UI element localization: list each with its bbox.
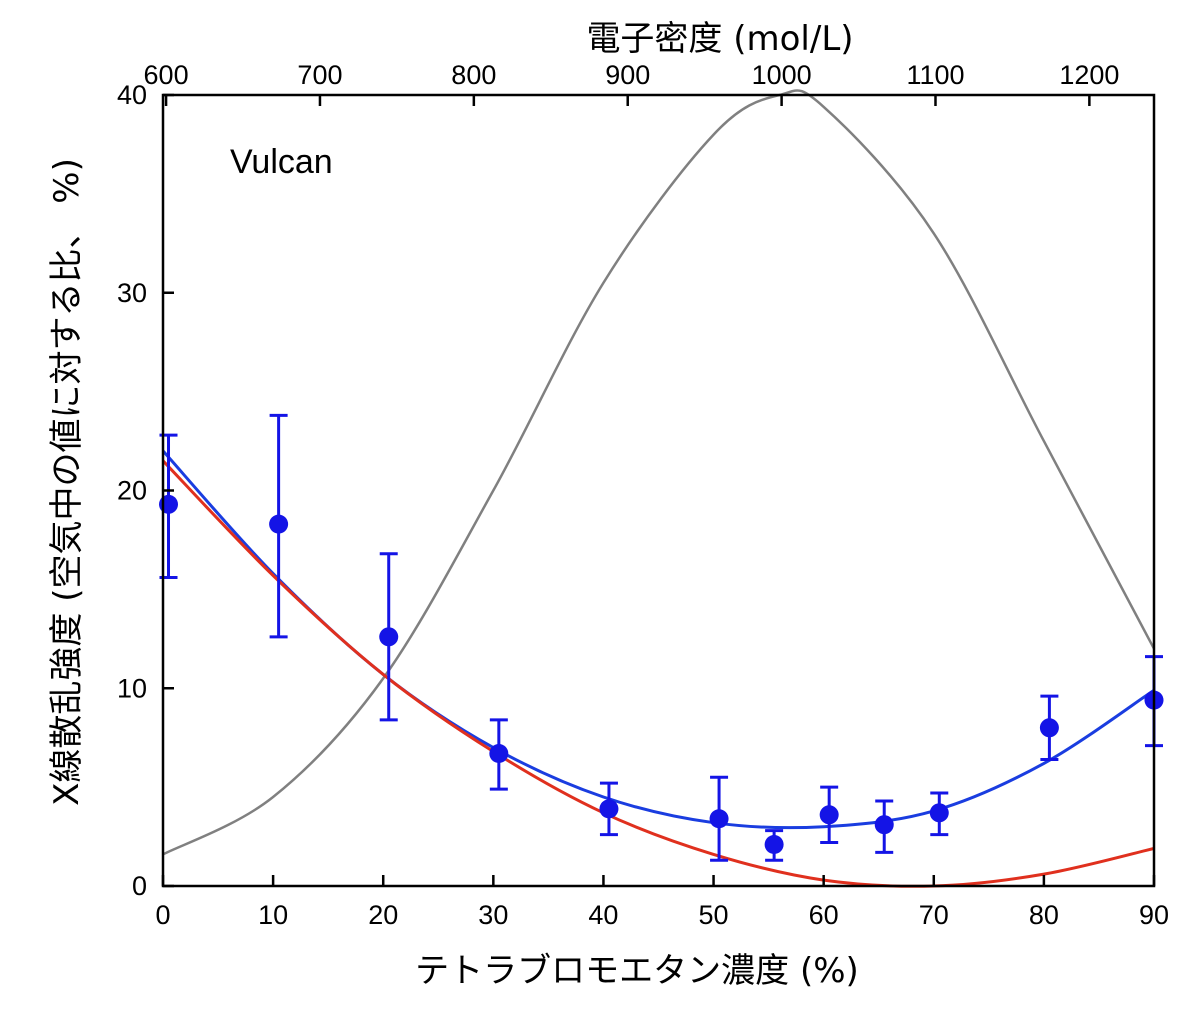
top-tick-label-1: 700 (297, 60, 342, 90)
data-point-10 (1039, 718, 1059, 738)
top-tick-label-0: 600 (144, 60, 189, 90)
data-point-5 (709, 809, 729, 829)
top-tick-label-5: 1100 (906, 60, 964, 90)
y-tick-label-1: 10 (117, 673, 147, 703)
data-point-1 (269, 514, 289, 534)
y-tick-label-0: 0 (132, 871, 147, 901)
top-tick-label-3: 900 (605, 60, 650, 90)
data-point-3 (489, 744, 509, 764)
data-points-layer (159, 413, 1164, 862)
top-tick-label-6: 1200 (1059, 60, 1119, 90)
x-tick-label-1: 10 (258, 900, 288, 930)
top-tick-label-2: 800 (451, 60, 496, 90)
blue-fit-curve (161, 449, 1155, 830)
curves-layer (161, 89, 1156, 888)
data-point-4 (599, 799, 619, 819)
y-tick-label-4: 40 (117, 80, 147, 110)
x-tick-label-9: 90 (1139, 900, 1169, 930)
x-tick-label-6: 60 (809, 900, 839, 930)
gray-curve (162, 89, 1156, 856)
data-point-2 (379, 627, 399, 647)
data-point-8 (874, 815, 894, 835)
x-tick-label-2: 20 (368, 900, 398, 930)
x-tick-label-3: 30 (478, 900, 508, 930)
top-axis-title: 電子密度 (mol/L) (586, 19, 853, 59)
x-tick-label-7: 70 (919, 900, 949, 930)
red-fit-curve (161, 459, 1155, 888)
x-tick-label-0: 0 (155, 900, 170, 930)
y-tick-label-3: 30 (117, 278, 147, 308)
plot-frame (161, 93, 1156, 888)
x-tick-label-4: 40 (588, 900, 618, 930)
x-axis-title: テトラブロモエタン濃度 (%) (415, 951, 859, 991)
x-tick-label-5: 50 (699, 900, 729, 930)
data-point-6 (764, 834, 784, 854)
y-tick-label-2: 20 (117, 476, 147, 506)
data-point-9 (929, 803, 949, 823)
series-annotation: Vulcan (230, 143, 333, 181)
y-axis-title: X線散乱強度 (空気中の値に対する比、 %) (47, 158, 87, 806)
x-tick-label-8: 80 (1029, 900, 1059, 930)
top-tick-label-4: 1000 (752, 60, 812, 90)
data-point-7 (819, 805, 839, 825)
